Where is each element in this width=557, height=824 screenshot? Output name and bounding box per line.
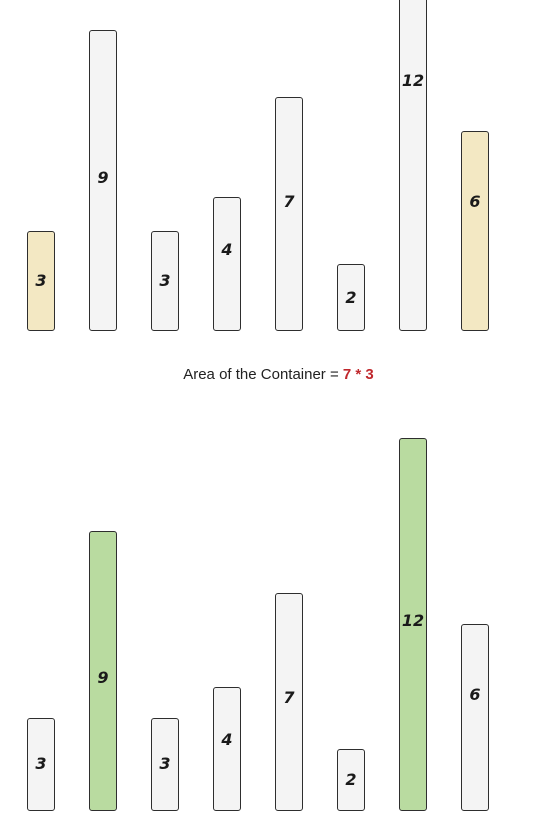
bar-2: 9 (89, 30, 117, 331)
bar-value-label: 12 (401, 610, 425, 630)
bar-6: 2 (337, 264, 365, 331)
bar-value-label: 7 (283, 192, 295, 212)
bar-value-label: 2 (345, 287, 357, 307)
bar-3: 3 (151, 717, 179, 811)
bar-4: 4 (213, 197, 241, 331)
bar-7: 12 (399, 437, 427, 811)
bottom-bar-diagram: 3 9 3 4 7 2 12 6 (0, 437, 557, 824)
bar-value-label: 12 (401, 71, 425, 91)
bar-5: 7 (275, 97, 303, 331)
bar-value-label: 3 (159, 754, 171, 774)
bar-value-label: 3 (35, 754, 47, 774)
bar-value-label: 3 (35, 270, 47, 290)
bar-value-label: 6 (469, 191, 481, 211)
bar-value-label: 4 (221, 729, 233, 749)
bar-value-label: 3 (159, 270, 171, 290)
bar-1: 3 (27, 230, 55, 331)
bar-7: 12 (399, 0, 427, 331)
bar-value-label: 6 (469, 685, 481, 705)
bar-value-label: 2 (345, 769, 357, 789)
caption-prefix: Area of the Container = (183, 366, 343, 383)
bar-value-label: 7 (283, 688, 295, 708)
bar-8: 6 (461, 624, 489, 811)
bar-value-label: 9 (97, 168, 109, 188)
bar-1: 3 (27, 717, 55, 811)
bar-2: 9 (89, 531, 117, 811)
bar-value-label: 4 (221, 240, 233, 260)
area-caption: Area of the Container = 7 * 3 (0, 366, 557, 383)
top-bar-diagram: 3 9 3 4 7 2 12 6 (0, 0, 557, 340)
caption-expression: 7 * 3 (342, 366, 374, 383)
bar-6: 2 (337, 748, 365, 811)
bar-4: 4 (213, 686, 241, 811)
bar-5: 7 (275, 593, 303, 811)
bar-3: 3 (151, 230, 179, 331)
bar-value-label: 9 (97, 668, 109, 688)
bar-8: 6 (461, 130, 489, 331)
